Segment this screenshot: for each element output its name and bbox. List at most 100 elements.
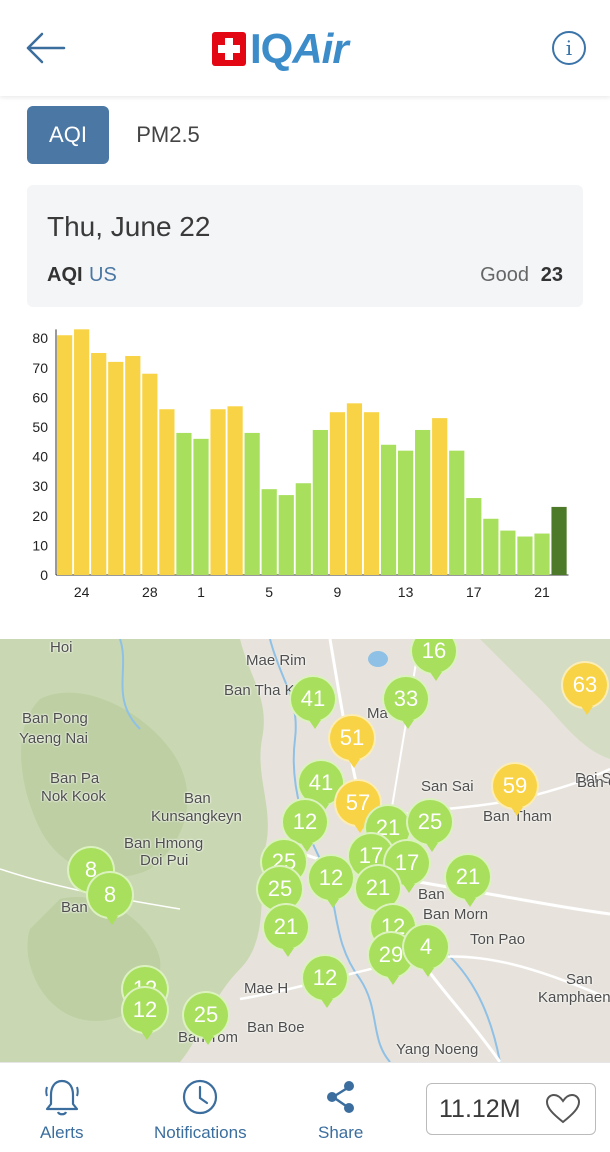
follower-count: 11.12M [439,1094,521,1123]
chart-bar[interactable] [432,418,448,575]
map-place-label: Ban Pong [22,710,88,727]
notifications-label: Notifications [154,1123,247,1142]
chart-bar[interactable] [415,429,431,575]
y-tick-label: 40 [32,449,48,465]
map-background [0,639,610,1062]
station-pin[interactable]: 59 [491,762,539,816]
chart-bar[interactable] [159,409,175,575]
chart-bar[interactable] [176,432,192,575]
station-pin[interactable]: 4 [402,923,450,977]
arrow-left-icon [26,32,66,64]
selected-date: Thu, June 22 [47,211,211,242]
chart-bar[interactable] [295,483,311,575]
share-button[interactable]: Share [318,1077,363,1143]
aqi-bar-chart: 0 10 20 30 40 50 60 70 80 24 28 1 5 9 13 17 21 [32,329,569,600]
chart-bar[interactable] [398,450,414,575]
metric-label: AQI [47,264,83,286]
station-pin[interactable]: 25 [406,798,454,852]
map-place-label: Doi S [575,770,610,787]
station-pin[interactable]: 41 [289,675,337,729]
y-tick-label: 60 [32,389,48,405]
chart-bar[interactable] [74,329,90,575]
swiss-flag-icon [212,32,246,66]
aqi-history-chart: 0 10 20 30 40 50 60 70 80 24 28 1 5 9 13 17 21 [0,320,610,610]
chart-bar[interactable] [108,361,124,575]
chart-bar[interactable] [363,412,380,575]
map-place-label: Ma [367,705,388,722]
chart-bar[interactable] [346,403,363,575]
chart-bar[interactable] [551,506,567,575]
chart-bar[interactable] [329,412,345,575]
station-pin[interactable]: 51 [328,714,376,768]
map-place-label: Ban [184,790,211,807]
station-pin[interactable]: 33 [382,675,430,729]
map-place-label: Ban Tha K [224,682,295,699]
chart-bar[interactable] [193,438,209,575]
y-tick-label: 10 [32,537,48,553]
map-place-label: Yang Noeng [396,1041,479,1058]
standard-label: US [89,264,117,286]
map-place-label: Kamphaen [538,989,610,1006]
chart-bar[interactable] [500,530,516,575]
map-place-label: Ban [418,886,445,903]
station-pin[interactable]: 12 [301,954,349,1008]
x-tick-label: 5 [265,584,273,600]
station-pin[interactable]: 12 [121,986,169,1040]
clock-icon [183,1079,218,1115]
station-pin[interactable]: 21 [444,853,492,907]
station-pin[interactable]: 8 [67,846,115,900]
x-tick-label: 1 [197,584,205,600]
x-tick-label: 24 [74,584,90,600]
chart-bar[interactable] [517,536,533,575]
chart-bar[interactable] [534,533,550,575]
x-tick-label: 21 [534,584,550,600]
alerts-button[interactable]: Alerts [40,1077,83,1143]
map-place-label: Ban Pa [50,770,100,787]
chart-bar[interactable] [91,353,107,575]
back-button[interactable] [24,28,68,68]
y-tick-label: 30 [32,478,48,494]
follow-button[interactable]: 11.12M [426,1083,596,1135]
map-place-label: Ban [61,899,88,916]
share-icon [326,1081,354,1113]
chart-bar[interactable] [125,355,141,575]
station-pin[interactable]: 25 [182,991,230,1045]
alerts-label: Alerts [40,1123,84,1142]
status-label: Good [480,264,529,286]
station-pin[interactable]: 63 [561,661,609,715]
chart-bar[interactable] [449,450,465,575]
map-place-label: Doi Pui [140,852,189,869]
chart-bar[interactable] [466,498,482,575]
map-place-label: Ban Hmong [124,835,204,852]
aqi-map[interactable]: Hoi Mae Rim Ban Tha K Ban Pong Yaeng Nai Ma Ba… [0,639,610,1062]
chart-bar[interactable] [142,373,158,575]
chart-bar[interactable] [483,518,499,575]
chart-bar[interactable] [57,335,73,575]
station-pin[interactable]: 8 [86,871,134,925]
chart-bar[interactable] [261,489,277,575]
station-pin[interactable]: 12 [307,854,355,908]
y-tick-label: 50 [32,419,48,435]
map-place-label: Mae Rim [246,652,307,669]
chart-bar[interactable] [278,495,294,575]
chart-bar[interactable] [312,429,328,575]
chart-bar[interactable] [244,432,260,575]
station-pin[interactable]: 21 [262,903,310,957]
station-pin[interactable]: 25 [256,865,304,919]
map-place-label: Yaeng Nai [19,730,88,747]
notifications-button[interactable]: Notifications [154,1077,247,1143]
chart-bar[interactable] [380,444,397,575]
chart-bar[interactable] [227,406,243,575]
chart-bar[interactable] [210,409,226,575]
station-pin[interactable]: 12 [281,798,329,852]
info-button[interactable]: i [552,31,586,65]
map-place-label: Ban Boe [247,1019,305,1036]
x-tick-label: 17 [466,584,482,600]
tab-pm25[interactable]: PM2.5 [136,122,200,147]
map-place-label: Mae H [244,980,289,997]
map-place-label: San Sai [421,778,474,795]
logo-text: IQAir [250,25,349,72]
station-pin[interactable]: 21 [354,864,402,918]
x-tick-label: 28 [142,584,158,600]
tab-aqi[interactable]: AQI [27,106,109,164]
